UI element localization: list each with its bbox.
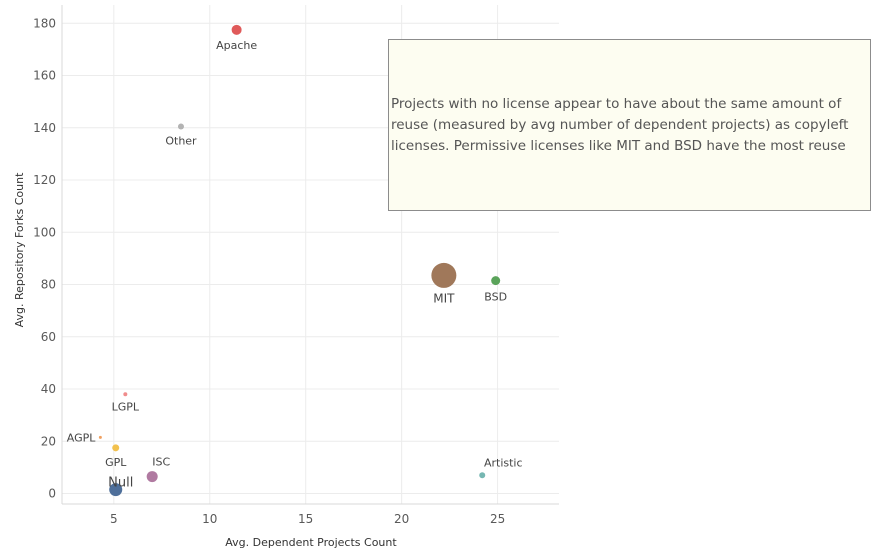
point-label-other: Other — [165, 134, 197, 147]
point-label-agpl: AGPL — [67, 431, 96, 444]
point-label-mit: MIT — [433, 291, 455, 305]
y-tick-label: 0 — [48, 487, 56, 501]
x-tick-label: 25 — [490, 512, 505, 526]
point-label-lgpl: LGPL — [112, 400, 140, 413]
y-tick-label: 180 — [33, 16, 56, 30]
point-label-null: Null — [108, 476, 133, 491]
y-tick-label: 60 — [41, 330, 56, 344]
y-tick-label: 140 — [33, 121, 56, 135]
y-tick-label: 20 — [41, 434, 56, 448]
y-axis-ticks: 0 20 40 60 80 100 120 140 160 180 — [33, 16, 56, 500]
y-tick-label: 100 — [33, 225, 56, 239]
y-tick-label: 80 — [41, 278, 56, 292]
data-point-lgpl — [123, 392, 128, 397]
x-axis-title: Avg. Dependent Projects Count — [225, 536, 397, 549]
data-point-bsd — [491, 276, 501, 286]
data-point-null — [109, 483, 123, 497]
point-labels: Apache Other MIT BSD LGPL AGPL GPL ISC Null Artis… — [67, 39, 523, 491]
y-tick-label: 160 — [33, 69, 56, 83]
point-label-apache: Apache — [216, 39, 257, 52]
y-axis-title: Avg. Repository Forks Count — [13, 172, 26, 327]
x-tick-label: 5 — [110, 512, 118, 526]
data-point-mit — [431, 262, 457, 288]
data-points — [98, 24, 501, 497]
annotation-box: Projects with no license appear to have … — [388, 39, 871, 211]
x-tick-label: 10 — [202, 512, 217, 526]
y-tick-label: 40 — [41, 382, 56, 396]
x-axis-ticks: 5 10 15 20 25 — [110, 512, 505, 526]
x-tick-label: 15 — [298, 512, 313, 526]
point-label-isc: ISC — [152, 456, 170, 469]
point-label-gpl: GPL — [105, 456, 127, 469]
point-label-bsd: BSD — [484, 291, 507, 304]
annotation-text: Projects with no license appear to have … — [391, 95, 849, 154]
y-tick-label: 120 — [33, 173, 56, 187]
data-point-other — [177, 123, 184, 130]
data-point-gpl — [112, 444, 120, 452]
data-point-apache — [231, 24, 242, 35]
data-point-artistic — [479, 472, 486, 479]
data-point-isc — [146, 471, 158, 483]
x-tick-label: 20 — [394, 512, 409, 526]
point-label-artistic: Artistic — [484, 456, 523, 469]
data-point-agpl — [98, 435, 102, 439]
